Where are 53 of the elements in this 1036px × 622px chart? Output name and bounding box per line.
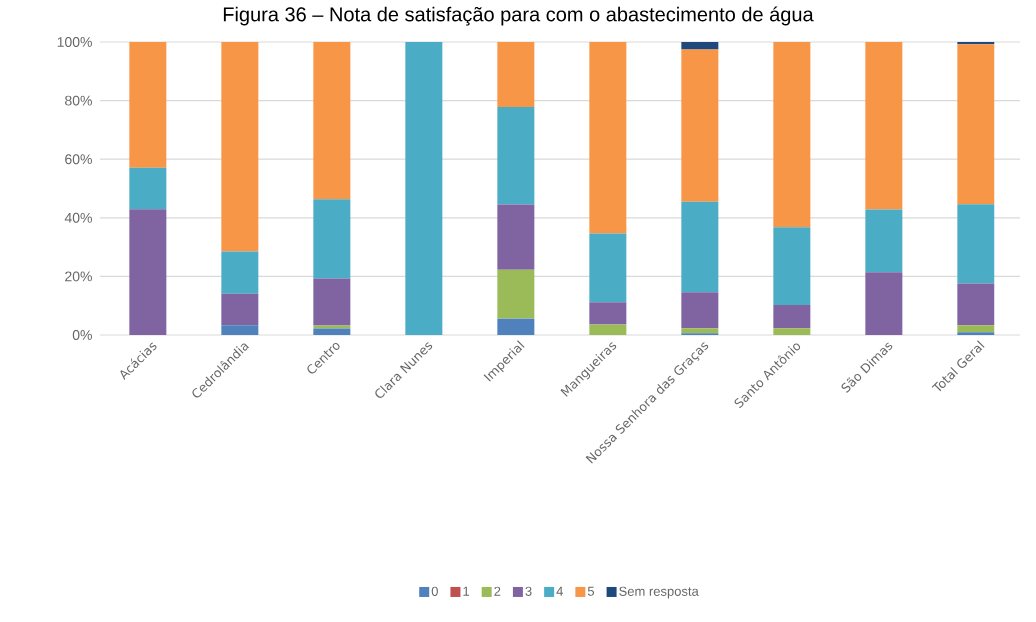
bar (773, 328, 811, 335)
bar (865, 42, 903, 210)
y-tick-label: 80% (65, 95, 92, 106)
bar (497, 204, 535, 270)
bar (681, 292, 719, 329)
y-tick-label: 0% (72, 330, 92, 340)
bar (957, 44, 995, 205)
bar (221, 325, 259, 335)
bar (497, 318, 535, 335)
bar (313, 42, 351, 200)
legend-label: 4 (556, 586, 563, 596)
bar (313, 199, 351, 279)
bar (957, 283, 995, 326)
bar (129, 167, 167, 210)
bar (589, 324, 627, 335)
chart-title: Figura 36 – Nota de satisfação para com o abastecimento de água (223, 6, 814, 26)
bar (773, 42, 811, 228)
bar (681, 42, 719, 50)
bar (773, 305, 811, 329)
bar (681, 49, 719, 202)
bar (129, 209, 167, 335)
legend-label: 5 (587, 586, 595, 596)
y-tick-label: 60% (65, 154, 92, 165)
bar (313, 278, 351, 326)
y-tick-label: 40% (64, 212, 92, 223)
bar (221, 251, 259, 294)
bar (221, 293, 259, 326)
bar (129, 42, 167, 168)
bar (865, 209, 903, 273)
bar (313, 325, 351, 329)
bar (405, 42, 443, 335)
bar (589, 42, 627, 234)
bar (865, 272, 903, 335)
legend-label: 1 (463, 586, 470, 596)
legend-label: 3 (525, 586, 532, 596)
legend-label: 2 (494, 586, 501, 596)
bar (681, 201, 719, 293)
y-tick-label: 20% (65, 271, 92, 282)
bar (497, 107, 535, 205)
bar (589, 233, 627, 303)
bar (589, 302, 627, 325)
legend-label: 0 (431, 586, 438, 596)
bar (957, 204, 995, 284)
bar (773, 227, 811, 306)
bar (681, 328, 719, 334)
y-tick-label: 100% (57, 37, 92, 47)
bar (497, 42, 535, 108)
bar (221, 42, 259, 252)
bar (497, 269, 535, 319)
legend-label: Sem resposta (619, 586, 699, 599)
bar (313, 328, 351, 335)
bar (957, 332, 995, 335)
bar (957, 325, 995, 333)
